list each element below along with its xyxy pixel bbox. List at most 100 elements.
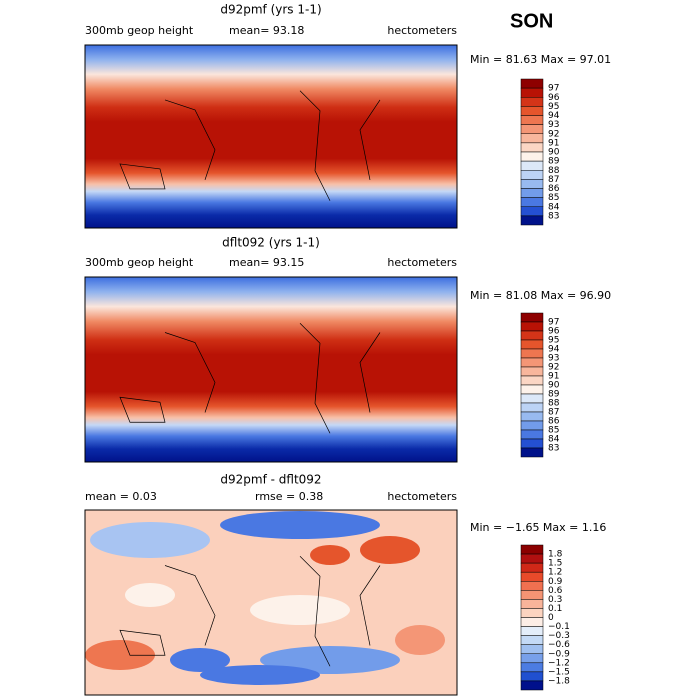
- colorbar-swatch: [520, 393, 544, 404]
- colorbar-swatch: [520, 312, 544, 323]
- colorbar-swatch: [520, 680, 544, 691]
- colorbar-swatch: [520, 188, 544, 198]
- colorbar-swatch: [520, 653, 544, 664]
- colorbar-label: −1.2: [548, 658, 570, 668]
- colorbar-swatch: [520, 142, 544, 153]
- colorbar-label: 95: [548, 336, 559, 346]
- colorbar-swatch: [520, 170, 544, 180]
- colorbar-label: 83: [548, 211, 559, 221]
- coastline: [119, 90, 381, 201]
- colorbar-label: 93: [548, 120, 559, 130]
- colorbar-swatch: [520, 97, 544, 107]
- colorbar-swatch: [520, 420, 544, 431]
- colorbar-label: 0.1: [548, 604, 562, 614]
- panel-units: hectometers: [387, 490, 457, 503]
- colorbar-swatch: [520, 115, 544, 125]
- map-frame: [84, 509, 458, 696]
- colorbar-label: 87: [548, 408, 559, 418]
- map-anomaly: [85, 640, 155, 670]
- panel-left-label: 300mb geop height: [85, 256, 194, 269]
- colorbar-label: 94: [548, 345, 560, 355]
- colorbar-swatch: [520, 106, 544, 116]
- colorbar-swatch: [520, 671, 544, 682]
- panel: dflt092 (yrs 1-1) 300mb geop height mean= …: [84, 236, 611, 463]
- colorbar-label: 93: [548, 354, 559, 364]
- min-max: Min = 81.08 Max = 96.90: [470, 289, 611, 302]
- colorbar-swatch: [520, 429, 544, 440]
- colorbar-label: 86: [548, 184, 560, 194]
- colorbar-swatch: [520, 78, 544, 89]
- colorbar-swatch: [520, 179, 544, 189]
- min-max: Min = 81.63 Max = 97.01: [470, 53, 611, 66]
- panel-center-label: mean= 93.15: [229, 256, 304, 269]
- colorbar-swatch: [520, 375, 544, 386]
- min-max: Min = −1.65 Max = 1.16: [470, 521, 606, 534]
- colorbar-label: 0.3: [548, 595, 562, 605]
- colorbar-swatch: [520, 366, 544, 377]
- colorbar-label: 91: [548, 372, 559, 382]
- coastline: [119, 323, 381, 434]
- colorbar-swatch: [520, 215, 544, 226]
- map-anomaly: [200, 665, 320, 685]
- colorbar-swatch: [520, 384, 544, 395]
- colorbar-swatch: [520, 544, 544, 555]
- colorbar-swatch: [520, 590, 544, 600]
- colorbar-swatch: [520, 608, 544, 618]
- colorbar-label: 88: [548, 399, 560, 409]
- colorbar-swatch: [520, 160, 544, 171]
- colorbar-swatch: [520, 411, 544, 422]
- colorbar-label: 87: [548, 175, 559, 185]
- panel-center-label: rmse = 0.38: [255, 490, 323, 503]
- map-anomaly: [170, 648, 230, 672]
- colorbar-swatch: [520, 357, 544, 368]
- map-field: [85, 277, 457, 462]
- panel-left-label: mean = 0.03: [85, 490, 157, 503]
- colorbar-label: 85: [548, 426, 559, 436]
- colorbar-swatch: [520, 339, 544, 350]
- panel-center-label: mean= 93.18: [229, 24, 304, 37]
- colorbar-label: 1.5: [548, 559, 562, 569]
- colorbar-swatch: [520, 151, 544, 162]
- colorbar-label: −0.1: [548, 622, 570, 632]
- colorbar-swatch: [520, 330, 544, 341]
- colorbar-swatch: [520, 635, 544, 645]
- colorbar-swatch: [520, 571, 544, 582]
- colorbar-swatch: [520, 599, 544, 609]
- panel-title: d92pmf (yrs 1-1): [220, 3, 321, 17]
- colorbar-label: 96: [548, 93, 560, 103]
- coastline: [119, 556, 381, 667]
- colorbar-label: 83: [548, 444, 559, 454]
- colorbar-label: −1.5: [548, 667, 570, 677]
- colorbar-swatch: [520, 438, 544, 449]
- panel-title: dflt092 (yrs 1-1): [222, 236, 320, 250]
- colorbar-swatch: [520, 553, 544, 564]
- colorbar-label: −0.6: [548, 640, 570, 650]
- colorbar-label: 90: [548, 381, 560, 391]
- colorbar-swatch: [520, 133, 544, 144]
- colorbar-label: 0.9: [548, 577, 563, 587]
- colorbar-swatch: [520, 662, 544, 673]
- colorbar-label: 92: [548, 363, 559, 373]
- map-frame: [84, 44, 458, 229]
- colorbar-label: 85: [548, 193, 559, 203]
- colorbar-swatch: [520, 348, 544, 359]
- season-title: SON: [510, 10, 553, 32]
- map-frame: [84, 276, 458, 463]
- colorbar-label: 0: [548, 613, 554, 623]
- colorbar-label: 96: [548, 327, 560, 337]
- colorbar-label: 91: [548, 138, 559, 148]
- colorbar-swatch: [520, 581, 544, 591]
- colorbar-label: 88: [548, 166, 560, 176]
- colorbar-swatch: [520, 562, 544, 573]
- map-anomaly: [360, 536, 420, 564]
- map-field: [85, 45, 457, 228]
- colorbar-swatch: [520, 644, 544, 654]
- colorbar-label: 94: [548, 111, 560, 121]
- colorbar-label: −0.9: [548, 649, 570, 659]
- colorbar-swatch: [520, 447, 544, 458]
- map-anomaly: [310, 545, 350, 565]
- colorbar-label: 86: [548, 417, 560, 427]
- colorbar-label: 1.2: [548, 568, 562, 578]
- map-anomaly: [90, 522, 210, 558]
